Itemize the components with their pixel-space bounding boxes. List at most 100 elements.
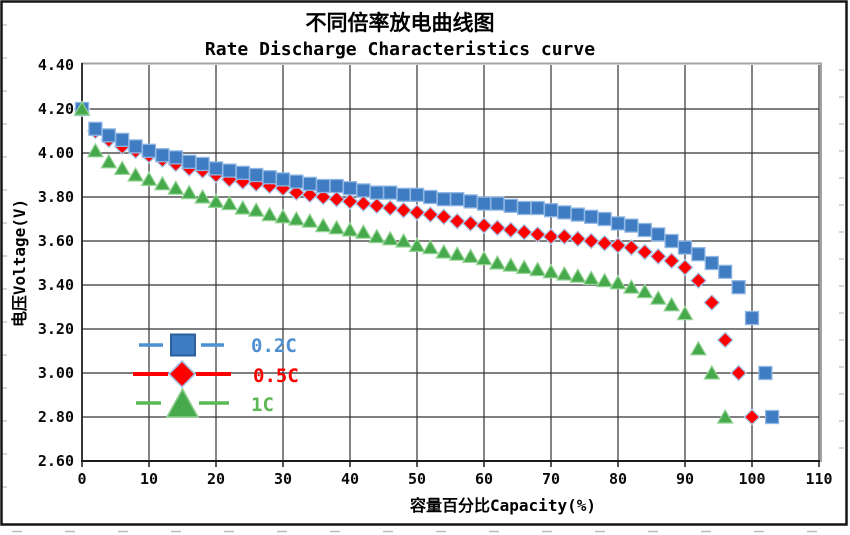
chart-title: 不同倍率放电曲线图 <box>306 11 495 35</box>
x-tick-label: 10 <box>140 470 158 488</box>
data-point-square <box>195 156 210 172</box>
data-point-diamond <box>301 186 319 204</box>
data-point-triangle <box>100 153 118 169</box>
data-point-square <box>503 198 518 213</box>
data-point-diamond <box>408 203 426 221</box>
data-point-triangle <box>488 254 506 270</box>
data-point-diamond <box>488 219 506 237</box>
data-point-square <box>691 247 706 262</box>
data-point-square <box>651 227 666 242</box>
data-point-diamond <box>515 223 533 241</box>
data-point-square <box>463 194 478 209</box>
data-point-triangle <box>261 206 279 222</box>
x-tick-label: 110 <box>805 470 832 488</box>
data-point-triangle <box>408 237 426 252</box>
data-point-square <box>718 264 733 279</box>
data-point-diamond <box>663 252 681 270</box>
data-point-triangle <box>153 175 171 191</box>
x-tick-label: 60 <box>475 470 493 488</box>
data-point-triangle <box>716 408 734 424</box>
data-point-square <box>182 154 197 169</box>
data-point-square <box>597 211 612 227</box>
edge-ticks-layer <box>2 24 844 533</box>
data-point-diamond <box>462 214 480 232</box>
data-point-square <box>128 139 143 154</box>
data-point-diamond <box>542 228 560 246</box>
data-point-triangle <box>86 142 104 158</box>
data-point-triangle <box>636 283 654 299</box>
x-tick-label: 50 <box>408 470 426 488</box>
data-point-diamond <box>730 364 748 382</box>
data-point-diamond <box>475 217 493 235</box>
x-tick-label: 30 <box>274 470 292 488</box>
data-point-triangle <box>435 243 453 259</box>
data-point-triangle <box>529 261 547 277</box>
data-point-square <box>637 222 652 238</box>
data-point-square <box>115 132 130 147</box>
y-tick-label: 3.40 <box>38 276 74 294</box>
data-point-triangle <box>502 256 520 272</box>
data-point-triangle <box>194 188 212 204</box>
data-point-square <box>731 280 746 295</box>
data-point-square <box>557 205 572 220</box>
data-point-square <box>396 187 411 202</box>
x-tick-label: 100 <box>738 470 765 488</box>
data-point-diamond <box>314 188 332 206</box>
data-point-square <box>383 185 398 200</box>
y-tick-label: 3.80 <box>38 188 74 206</box>
data-point-square <box>744 310 760 326</box>
data-point-square <box>764 409 780 425</box>
y-tick-label: 4.00 <box>38 144 74 162</box>
x-tick-label: 80 <box>609 470 627 488</box>
data-point-square <box>610 216 626 231</box>
legend-label-0-5c: 0.5C <box>253 365 299 387</box>
series-layer <box>73 100 780 426</box>
y-tick-label: 4.20 <box>38 100 74 118</box>
legend-triangle-swatch <box>165 387 200 418</box>
x-tick-label: 40 <box>341 470 359 488</box>
data-point-diamond <box>622 239 640 257</box>
data-point-diamond <box>395 201 413 219</box>
data-point-square <box>222 163 237 178</box>
data-point-diamond <box>636 243 654 261</box>
data-point-square <box>316 178 331 194</box>
data-point-triangle <box>314 217 332 233</box>
data-point-square <box>329 178 344 194</box>
data-point-diamond <box>502 221 520 239</box>
data-point-diamond <box>703 294 721 312</box>
data-point-diamond <box>448 212 466 230</box>
data-point-square <box>302 176 317 191</box>
data-point-diamond <box>435 208 453 226</box>
y-tick-label: 3.00 <box>38 364 74 382</box>
data-point-square <box>262 170 277 185</box>
data-point-triangle <box>73 100 91 116</box>
data-point-triangle <box>395 232 413 248</box>
data-point-triangle <box>555 265 573 281</box>
data-point-square <box>249 167 264 183</box>
data-point-triangle <box>207 193 225 208</box>
data-point-square <box>289 174 304 189</box>
data-point-triangle <box>663 296 681 312</box>
legend: 0.2C 0.5C 1C <box>133 333 299 418</box>
data-point-square <box>664 233 679 249</box>
data-point-triangle <box>515 259 533 274</box>
data-point-triangle <box>180 184 198 200</box>
data-point-diamond <box>381 199 399 217</box>
data-point-diamond <box>354 195 372 213</box>
data-point-diamond <box>555 228 573 246</box>
data-point-triangle <box>582 270 600 285</box>
data-point-triangle <box>274 208 292 224</box>
data-point-triangle <box>301 212 319 228</box>
y-tick-label: 2.80 <box>38 408 74 426</box>
data-point-diamond <box>676 258 694 276</box>
data-point-square <box>168 150 183 165</box>
data-point-diamond <box>368 197 386 215</box>
data-point-square <box>436 192 451 207</box>
tick-labels-layer: 0 10 20 30 40 50 60 70 80 90 100 110 4.40 4.20 4.00 3.8… <box>38 56 833 488</box>
data-point-triangle <box>381 230 399 246</box>
data-point-square <box>517 200 532 216</box>
data-point-triangle <box>354 223 372 239</box>
data-point-square <box>624 218 639 233</box>
data-point-square <box>141 143 157 158</box>
